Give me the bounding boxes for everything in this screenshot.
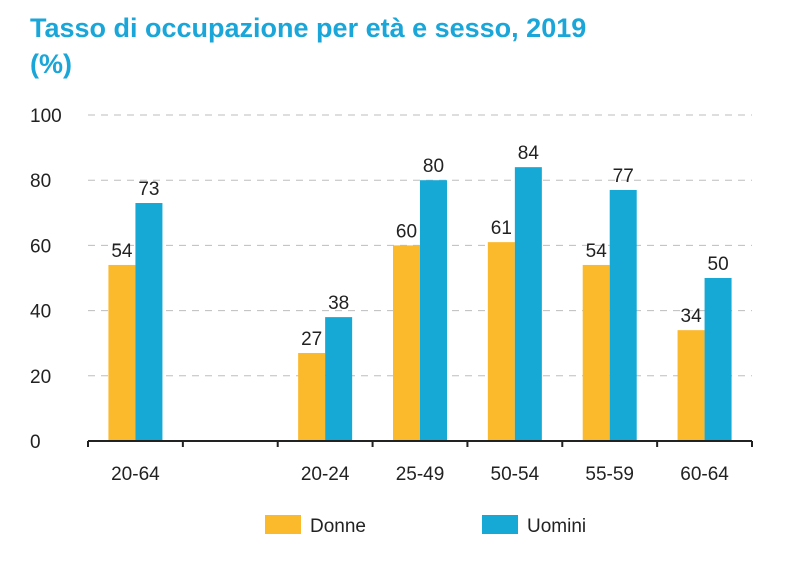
y-tick-label: 40 — [30, 302, 51, 323]
legend-swatch-uomini — [482, 515, 518, 534]
y-tick-label: 100 — [30, 106, 62, 127]
data-label: 54 — [111, 241, 133, 262]
x-tick-label: 25-49 — [396, 464, 445, 485]
data-label: 61 — [491, 218, 512, 239]
legend-label-uomini: Uomini — [527, 516, 586, 537]
bar-donne — [582, 264, 610, 441]
bar-donne — [487, 242, 515, 441]
y-tick-label: 60 — [30, 236, 51, 257]
x-tick-label: 20-24 — [301, 464, 350, 485]
chart-subtitle-text: (%) — [30, 49, 72, 79]
bar-donne — [393, 245, 420, 441]
y-tick-label: 0 — [30, 432, 41, 453]
bar-donne — [298, 352, 326, 441]
bar-uomini — [135, 203, 163, 441]
bar-uomini — [514, 167, 542, 441]
x-tick-label: 20-64 — [111, 464, 160, 485]
bar-donne — [677, 330, 705, 441]
x-tick-label: 50-54 — [491, 464, 540, 485]
bar-donne — [108, 264, 136, 441]
legend-label-donne: Donne — [310, 516, 366, 537]
data-label: 54 — [586, 241, 608, 262]
chart-title-text: Tasso di occupazione per età e sesso, 20… — [30, 13, 587, 43]
bar-uomini — [609, 189, 637, 441]
data-label: 50 — [708, 254, 729, 275]
bar-uomini — [704, 278, 732, 441]
data-label: 73 — [138, 179, 159, 200]
x-tick-label: 60-64 — [680, 464, 729, 485]
y-tick-label: 20 — [30, 367, 51, 388]
chart-title: Tasso di occupazione per età e sesso, 20… — [30, 10, 586, 82]
legend-swatch-donne — [265, 515, 301, 534]
data-label: 80 — [423, 156, 444, 177]
data-label: 38 — [328, 293, 349, 314]
bar-uomini — [420, 180, 447, 441]
data-label: 60 — [396, 221, 417, 242]
x-tick-label: 55-59 — [585, 464, 634, 485]
data-label: 77 — [613, 166, 634, 187]
data-label: 27 — [301, 329, 322, 350]
bar-uomini — [325, 317, 353, 441]
data-label: 34 — [681, 306, 703, 327]
y-tick-label: 80 — [30, 171, 51, 192]
data-label: 84 — [518, 143, 540, 164]
